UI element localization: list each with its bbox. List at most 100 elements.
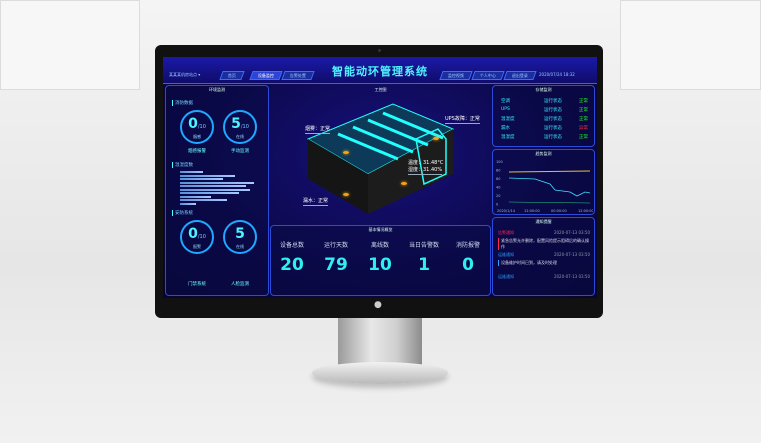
bar bbox=[180, 199, 227, 201]
status-badge: 正常 bbox=[579, 135, 588, 140]
sensor-marker[interactable] bbox=[343, 151, 349, 154]
left-panel: 环境监测 消防数据 0/10 烟感 5/10 在线 烟感报警 手动监测 温湿度数 安… bbox=[165, 85, 269, 296]
notice-text: 紧急告警允许删除，配置风险提示阻碍后的确认操作 bbox=[498, 238, 590, 250]
stat-label: 离线数 bbox=[370, 242, 389, 249]
section-heading: 消防数据 bbox=[172, 100, 193, 106]
device-name: UPS bbox=[501, 107, 510, 112]
water-leak-label: 漏水：正常 bbox=[303, 198, 329, 206]
stats-panel: 基本情况概览 bbox=[270, 225, 491, 296]
header: 某某某机房站点 ▾ 首页 设备监控 告警处置 智能动环管理系统 监控视频 个人中… bbox=[163, 57, 597, 84]
nav-profile[interactable]: 个人中心 bbox=[471, 71, 505, 80]
camera-icon bbox=[378, 49, 381, 52]
site-selector[interactable]: 某某某机房站点 ▾ bbox=[169, 72, 201, 77]
nav-device-monitor[interactable]: 设备监控 bbox=[249, 71, 283, 80]
trend-panel: 趋势监测 100 80 60 40 20 0 2020/1/14 12:00:00 00:00:… bbox=[492, 149, 595, 215]
apple-logo-icon: ● bbox=[374, 300, 382, 310]
smoke-label: 烟雾：正常 bbox=[305, 126, 331, 134]
panel-title: 通知提醒 bbox=[535, 219, 552, 224]
y-tick: 80 bbox=[496, 169, 500, 173]
series-line-yellow bbox=[508, 170, 591, 173]
ups-label: UPS故障：正常 bbox=[445, 116, 480, 124]
y-tick: 60 bbox=[496, 177, 500, 181]
alarm-ring: 0/10 报警 bbox=[180, 220, 214, 254]
x-tick: 12:00:00 bbox=[524, 209, 540, 213]
section-heading: 温湿度数 bbox=[172, 162, 193, 168]
notice-item[interactable]: 运维通知 2020-07-13 03:50 bbox=[498, 274, 590, 280]
stat-value: 10 bbox=[368, 255, 392, 275]
bar bbox=[180, 202, 196, 205]
stat-value: 0 bbox=[462, 255, 474, 275]
stat-label: 消防报警 bbox=[455, 242, 480, 249]
trend-chart: 100 80 60 40 20 0 2020/1/14 12:00:00 00:00:00 12:… bbox=[496, 160, 593, 213]
status-panel: 存储监测 空调 运行状态 正常 UPS 运行状态 正常 温湿度 运行状态 正常 漏水 运行状态 异常温… bbox=[492, 85, 595, 147]
series-line-cyan bbox=[508, 177, 591, 197]
status-row: 温湿度 运行状态 正常 bbox=[501, 134, 588, 140]
notice-type: 运维通知 bbox=[498, 252, 514, 257]
notice-header: 运维通知 2020-07-13 03:50 bbox=[498, 252, 590, 258]
status-badge: 正常 bbox=[579, 117, 588, 122]
x-tick: 12:00:00 bbox=[578, 209, 593, 213]
sensor-marker[interactable] bbox=[401, 182, 407, 185]
notice-type: 运维通知 bbox=[498, 274, 514, 279]
nav-video[interactable]: 监控视频 bbox=[439, 71, 473, 80]
monitor-stand bbox=[338, 318, 422, 370]
notice-time: 2020-07-13 03:50 bbox=[553, 274, 590, 279]
stat-label: 当日告警数 bbox=[408, 242, 439, 249]
status-badge: 正常 bbox=[579, 108, 588, 113]
caption: 门禁系统 bbox=[188, 282, 206, 287]
x-tick: 00:00:00 bbox=[551, 209, 567, 213]
status-badge: 正常 bbox=[579, 99, 588, 104]
bar bbox=[180, 174, 235, 177]
bar bbox=[180, 195, 212, 198]
stat-value: 1 bbox=[418, 255, 430, 275]
stat-label: 运行天数 bbox=[323, 242, 348, 249]
notice-text: 设备维护时间已到，请及时处理 bbox=[498, 260, 590, 266]
datetime: 2020/07/24 18:32 bbox=[539, 72, 575, 77]
bar bbox=[180, 171, 204, 173]
stat-item: 运行天数 79 bbox=[314, 240, 358, 275]
panel-title: 基本情况概览 bbox=[368, 227, 393, 232]
notice-item[interactable]: 运维通知 2020-07-13 03:50 设备维护时间已到，请及时处理 bbox=[498, 252, 590, 266]
background-wall bbox=[0, 0, 140, 90]
caption: 手动监测 bbox=[231, 149, 249, 154]
panel-title: 环境监测 bbox=[209, 87, 225, 92]
device-state: 运行状态 bbox=[544, 108, 562, 113]
bar bbox=[180, 181, 255, 184]
notice-panel: 通知提醒 告警通知 2020-07-13 03:50 紧急告警允许删除，配置风险提示… bbox=[492, 217, 595, 296]
notice-item[interactable]: 告警通知 2020-07-13 03:50 紧急告警允许删除，配置风险提示阻碍后的确… bbox=[498, 230, 590, 250]
monitor-base bbox=[312, 362, 448, 384]
notice-time: 2020-07-13 03:50 bbox=[553, 252, 590, 257]
nav-home[interactable]: 首页 bbox=[219, 71, 245, 80]
stat-value: 20 bbox=[280, 255, 304, 275]
status-row: 漏水 运行状态 异常 bbox=[501, 125, 588, 131]
dashboard-screen: 某某某机房站点 ▾ 首页 设备监控 告警处置 智能动环管理系统 监控视频 个人中… bbox=[163, 57, 597, 298]
stat-label: 设备总数 bbox=[279, 242, 304, 249]
status-row: 温湿度 运行状态 正常 bbox=[501, 116, 588, 122]
notice-type: 告警通知 bbox=[498, 230, 514, 235]
device-name: 空调 bbox=[501, 99, 510, 104]
sensor-marker[interactable] bbox=[343, 193, 349, 196]
server-room-3d bbox=[306, 103, 455, 214]
page-title: 智能动环管理系统 bbox=[332, 65, 428, 78]
notice-header: 告警通知 2020-07-13 03:50 bbox=[498, 230, 590, 236]
status-row: 空调 运行状态 正常 bbox=[501, 98, 588, 104]
panel-title: 存储监测 bbox=[535, 87, 552, 92]
nav-logout[interactable]: 退出登录 bbox=[503, 71, 537, 80]
series-line-green bbox=[508, 201, 591, 204]
device-state: 运行状态 bbox=[544, 135, 562, 140]
sensor-marker[interactable] bbox=[433, 137, 439, 140]
device-state: 运行状态 bbox=[544, 99, 562, 104]
online-ring: 5 在线 bbox=[223, 220, 257, 254]
device-name: 温湿度 bbox=[501, 135, 515, 140]
y-tick: 0 bbox=[496, 203, 498, 207]
device-state: 运行状态 bbox=[544, 117, 562, 122]
device-name: 漏水 bbox=[501, 126, 510, 131]
notice-header: 运维通知 2020-07-13 03:50 bbox=[498, 274, 590, 280]
device-state: 运行状态 bbox=[544, 126, 562, 131]
stat-value: 79 bbox=[324, 255, 348, 275]
nav-alarm[interactable]: 告警处置 bbox=[281, 71, 315, 80]
caption: 烟感报警 bbox=[188, 149, 206, 154]
caption: 人脸监测 bbox=[231, 282, 249, 287]
y-tick: 40 bbox=[496, 186, 500, 190]
y-tick: 100 bbox=[496, 160, 503, 164]
